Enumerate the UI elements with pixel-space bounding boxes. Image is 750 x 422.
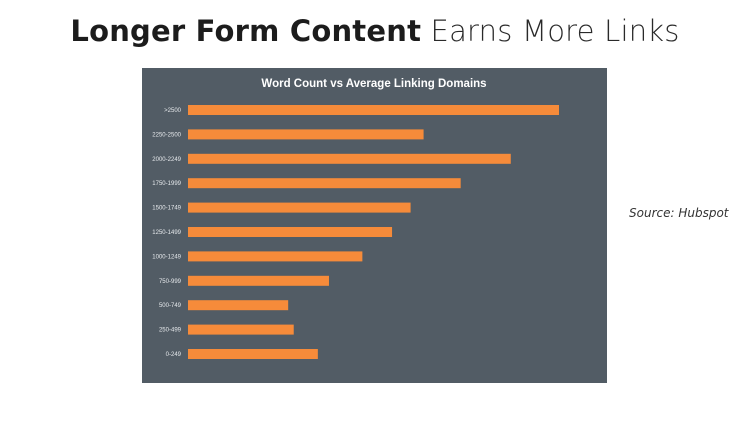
category-label: 1750-1999 — [152, 181, 181, 187]
bar — [188, 275, 329, 286]
bar — [188, 153, 511, 164]
bar-chart: Word Count vs Average Linking Domains >2… — [152, 78, 559, 359]
chart-panel: Word Count vs Average Linking Domains >2… — [142, 68, 607, 383]
bar — [188, 349, 318, 359]
category-label: 500-749 — [159, 303, 182, 309]
bar — [188, 178, 461, 189]
category-label: 1500-1749 — [152, 206, 181, 212]
category-label: 250-499 — [159, 328, 182, 334]
bar — [188, 105, 559, 115]
slide-title-light: Earns More Links — [421, 14, 680, 48]
bar — [188, 251, 363, 262]
category-label: 1250-1499 — [152, 230, 181, 236]
bar — [188, 202, 411, 213]
category-label: 2000-2249 — [152, 157, 181, 163]
slide-title-bold: Longer Form Content — [70, 14, 422, 48]
chart-title: Word Count vs Average Linking Domains — [261, 78, 486, 90]
category-label: 2250-2500 — [152, 132, 181, 138]
bar — [188, 324, 294, 335]
category-label: 0-249 — [166, 352, 182, 358]
category-label: 1000-1249 — [152, 254, 181, 260]
bar — [188, 129, 424, 140]
slide-title: Longer Form Content Earns More Links — [0, 14, 750, 48]
source-note: Source: Hubspot — [629, 206, 729, 220]
category-label: >2500 — [164, 108, 182, 114]
bar — [188, 227, 393, 237]
chart-bars-group: >2500 2250-2500 2000-2249 1750-1999 1500-174… — [152, 105, 559, 359]
bar — [188, 300, 289, 311]
category-label: 750-999 — [159, 279, 182, 285]
